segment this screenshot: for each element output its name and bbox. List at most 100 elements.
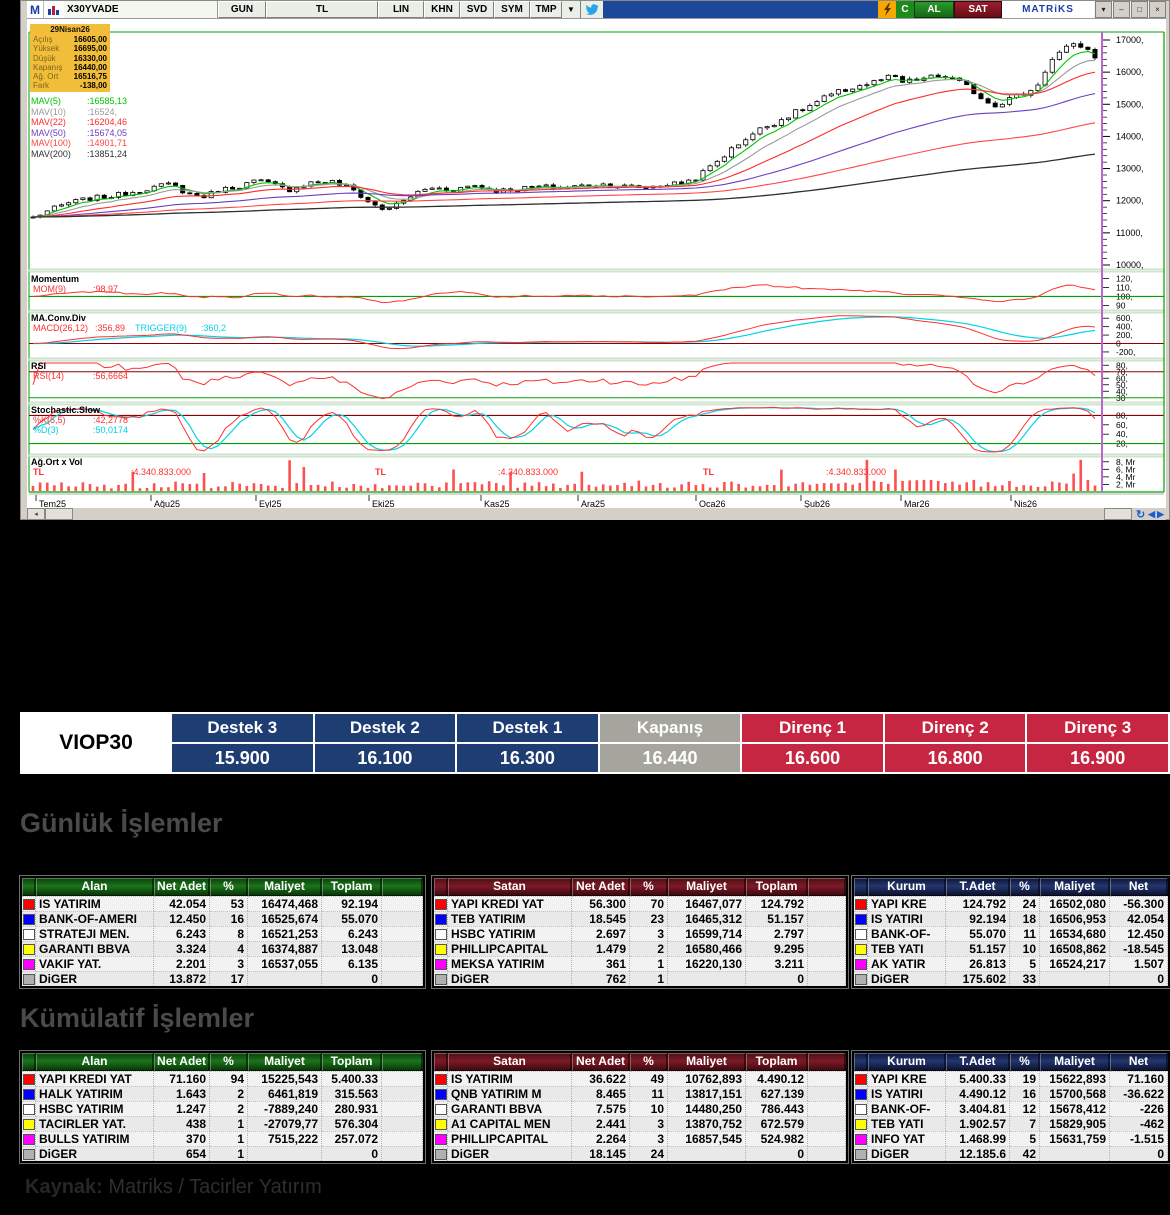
twitter-icon[interactable] [581, 1, 603, 18]
table-header-toplam: Toplam [746, 878, 808, 896]
row-color-swatch [434, 926, 448, 941]
broker-name-cell: GARANTI BBVA [448, 1101, 572, 1116]
viop-header-direnç-3: Direnç 3 [1027, 714, 1168, 742]
chevron-down-icon[interactable]: ▼ [562, 1, 581, 18]
table-header-net-adet: Net Adet [572, 878, 630, 896]
price-chart-canvas[interactable]: 17000, 16000, 15000, 14000, 13000, 12000, 1100… [27, 19, 1167, 508]
ohlc-value: -138,00 [79, 81, 107, 91]
row-color-swatch [434, 956, 448, 971]
mav-label: MAV(22) [31, 117, 66, 128]
support-resistance-table: VIOP30 Destek 3 Destek 2 Destek 1 Kapanış Di… [20, 712, 1170, 774]
broker-value-cell: 24 [630, 1146, 668, 1161]
broker-value-cell: 16374,887 [248, 941, 322, 956]
page-right-icon[interactable]: ▶ [1157, 508, 1164, 519]
row-color-swatch [434, 1116, 448, 1131]
indicator-title-rsi: RSI [31, 361, 47, 371]
window-maximize-icon[interactable]: □ [1131, 1, 1148, 18]
scroll-thumb-right[interactable] [1103, 508, 1132, 520]
table-header-satan: Satan [448, 1053, 572, 1071]
table-header-t-adet: T.Adet [946, 1053, 1010, 1071]
window-close-icon[interactable]: × [1149, 1, 1166, 18]
broker-value-cell: 12 [1010, 1101, 1040, 1116]
viop-value-direnç-3: 16.900 [1027, 744, 1168, 772]
broker-name-cell: DiGER [448, 1146, 572, 1161]
broker-name-cell: YAPI KRE [868, 1071, 946, 1086]
broker-value-cell: 16502,080 [1040, 896, 1110, 911]
broker-name-cell: TEB YATI [868, 941, 946, 956]
table-header-blank [382, 1053, 423, 1071]
symbol-title[interactable]: X30YVADE [64, 1, 218, 18]
buy-button[interactable]: AL [914, 1, 954, 18]
broker-value-cell: 26.813 [946, 956, 1010, 971]
toolbar-button-sym[interactable]: SYM [494, 1, 530, 18]
lightning-icon[interactable] [878, 1, 896, 18]
mav-value: :14901,71 [87, 138, 128, 149]
ohlc-label: Fark [33, 81, 49, 91]
broker-table-alan: Alan Net Adet% Maliyet Toplam YAPI KREDI YAT… [19, 1050, 426, 1164]
broker-blank-cell [382, 1071, 423, 1086]
broker-name-cell: HALK YATIRIM [36, 1086, 154, 1101]
broker-value-cell: 10762,893 [668, 1071, 746, 1086]
table-header-toplam: Toplam [322, 1053, 382, 1071]
broker-value-cell: 3 [210, 956, 248, 971]
window-menu-icon[interactable]: ▾ [1095, 1, 1112, 18]
broker-value-cell: 16521,253 [248, 926, 322, 941]
broker-value-cell: 18.545 [572, 911, 630, 926]
row-color-swatch [22, 941, 36, 956]
scroll-left-button[interactable]: ◂ [27, 508, 45, 520]
toolbar-button-gun[interactable]: GUN [218, 1, 266, 18]
table-header-swatch [22, 1053, 36, 1071]
broker-value-cell: 2.201 [154, 956, 210, 971]
toolbar-button-khn[interactable]: KHN [424, 1, 460, 18]
toolbar-button-tl[interactable]: TL [266, 1, 378, 18]
broker-value-cell: 1.902.57 [946, 1116, 1010, 1131]
broker-name-cell: IS YATIRIM [36, 896, 154, 911]
broker-value-cell: -1.515 [1110, 1131, 1168, 1146]
scroll-thumb[interactable] [45, 508, 73, 520]
chart-scrollbar[interactable]: ◂ ↻ ◀ ▶ [27, 508, 1166, 521]
page-left-icon[interactable]: ◀ [1148, 508, 1156, 519]
row-color-swatch [854, 911, 868, 926]
window-minimize-icon[interactable]: – [1113, 1, 1130, 18]
table-header-net: Net [1110, 878, 1168, 896]
svg-text:11000,: 11000, [1116, 228, 1143, 238]
broker-value-cell: 10 [1010, 941, 1040, 956]
ohlc-row: Açılış 16605,00 [33, 35, 107, 44]
table-header-swatch [22, 878, 36, 896]
c-button[interactable]: C [896, 1, 914, 18]
volume-total-value: :4.340.833.000 [498, 467, 559, 477]
broker-value-cell: 15829,905 [1040, 1116, 1110, 1131]
refresh-icon[interactable]: ↻ [1135, 508, 1146, 521]
toolbar-button-tmp[interactable]: TMP [530, 1, 562, 18]
broker-blank-cell [808, 1146, 846, 1161]
broker-name-cell: PHILLIPCAPITAL [448, 1131, 572, 1146]
broker-value-cell: 8.465 [572, 1086, 630, 1101]
row-color-swatch [854, 896, 868, 911]
table-header-swatch [434, 1053, 448, 1071]
toolbar-button-lin[interactable]: LIN [378, 1, 424, 18]
toolbar-button-svd[interactable]: SVD [460, 1, 494, 18]
broker-value-cell: 92.194 [946, 911, 1010, 926]
sell-button[interactable]: SAT [954, 1, 1002, 18]
broker-value-cell: -18.545 [1110, 941, 1168, 956]
broker-value-cell: 55.070 [322, 911, 382, 926]
svg-text:Mar26: Mar26 [904, 499, 930, 508]
matriks-menu-button[interactable]: M [27, 1, 44, 18]
indicator-legend-macd: MACD(26,12) [33, 323, 89, 333]
broker-value-cell: 15700,568 [1040, 1086, 1110, 1101]
table-header-swatch [854, 1053, 868, 1071]
mav-value: :16585,13 [87, 96, 128, 106]
broker-value-cell: 1 [210, 1116, 248, 1131]
ohlc-label: Düşük [33, 53, 56, 63]
broker-value-cell: 49 [630, 1071, 668, 1086]
broker-value-cell: 2 [210, 1101, 248, 1116]
row-color-swatch [22, 1116, 36, 1131]
svg-text:13000,: 13000, [1116, 164, 1144, 174]
row-color-swatch [434, 896, 448, 911]
broker-value-cell: 280.931 [322, 1101, 382, 1116]
volume-currency-label: TL [375, 467, 386, 477]
broker-value-cell: 5 [1010, 956, 1040, 971]
broker-value-cell: 16524,217 [1040, 956, 1110, 971]
svg-text:80,: 80, [1116, 360, 1128, 370]
